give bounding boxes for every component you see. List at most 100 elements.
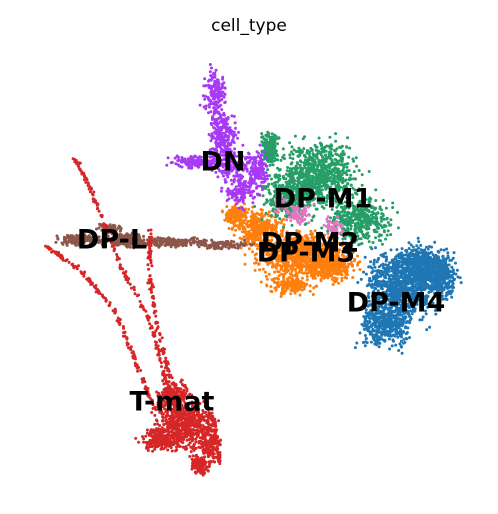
data-point bbox=[405, 248, 408, 252]
data-point bbox=[417, 298, 421, 302]
data-point bbox=[389, 317, 393, 321]
data-point bbox=[269, 285, 273, 288]
data-point bbox=[279, 221, 283, 225]
data-point bbox=[388, 347, 392, 351]
data-point bbox=[335, 279, 339, 283]
data-point bbox=[400, 274, 404, 278]
data-point bbox=[416, 236, 420, 240]
data-point bbox=[346, 162, 350, 166]
data-point bbox=[426, 305, 430, 309]
data-point bbox=[227, 227, 231, 230]
chart-title: cell_type bbox=[211, 16, 287, 36]
data-point bbox=[257, 213, 261, 216]
data-point bbox=[452, 251, 456, 255]
data-point bbox=[423, 283, 427, 287]
data-point bbox=[370, 332, 374, 336]
data-point bbox=[247, 207, 251, 211]
data-point bbox=[408, 318, 412, 322]
data-point bbox=[436, 267, 440, 271]
data-point bbox=[435, 280, 439, 284]
data-point bbox=[382, 217, 386, 221]
data-point bbox=[408, 336, 411, 340]
data-point bbox=[392, 339, 395, 343]
data-point bbox=[417, 255, 421, 259]
data-point bbox=[413, 309, 417, 313]
data-point bbox=[387, 266, 391, 270]
data-point bbox=[414, 248, 418, 252]
data-point bbox=[400, 345, 403, 349]
data-point bbox=[354, 156, 358, 160]
data-point bbox=[251, 222, 255, 226]
data-point bbox=[428, 300, 432, 304]
data-point bbox=[438, 281, 442, 285]
data-point bbox=[411, 294, 415, 298]
data-point bbox=[356, 261, 360, 265]
data-point bbox=[374, 199, 378, 202]
data-point bbox=[381, 290, 385, 294]
data-point bbox=[441, 282, 445, 285]
data-point bbox=[408, 321, 412, 325]
data-point bbox=[266, 220, 270, 224]
data-point bbox=[331, 283, 335, 286]
data-point bbox=[275, 285, 279, 289]
data-point bbox=[383, 281, 387, 285]
data-point bbox=[252, 230, 256, 234]
data-point bbox=[417, 283, 421, 287]
data-point bbox=[438, 293, 442, 297]
data-point bbox=[364, 272, 368, 276]
data-point bbox=[417, 273, 421, 277]
data-point bbox=[386, 221, 390, 224]
data-point bbox=[418, 263, 422, 266]
data-point bbox=[441, 255, 445, 259]
data-point bbox=[382, 229, 386, 233]
data-point bbox=[267, 272, 271, 276]
data-point bbox=[413, 294, 417, 298]
data-point bbox=[251, 233, 255, 237]
data-point bbox=[386, 317, 390, 321]
data-point bbox=[416, 265, 420, 269]
data-point bbox=[370, 294, 374, 298]
data-point bbox=[417, 240, 421, 244]
data-point bbox=[247, 236, 251, 240]
data-point bbox=[390, 258, 394, 262]
data-point bbox=[315, 152, 319, 156]
data-point bbox=[385, 233, 389, 237]
data-point bbox=[300, 276, 304, 280]
data-point bbox=[393, 322, 397, 326]
data-point bbox=[310, 157, 314, 161]
data-point bbox=[410, 257, 414, 261]
data-point bbox=[415, 244, 419, 248]
data-point bbox=[321, 274, 325, 278]
data-point bbox=[417, 246, 421, 250]
data-point bbox=[288, 167, 292, 171]
data-point bbox=[408, 315, 412, 319]
data-point bbox=[400, 265, 403, 269]
data-point bbox=[384, 237, 388, 241]
data-point bbox=[407, 299, 411, 303]
data-point bbox=[383, 339, 387, 343]
data-point bbox=[404, 285, 408, 289]
data-point bbox=[412, 307, 415, 311]
data-point bbox=[445, 263, 449, 267]
data-point bbox=[382, 324, 386, 328]
data-point bbox=[392, 333, 396, 337]
data-point bbox=[365, 284, 369, 288]
data-point bbox=[364, 300, 368, 304]
data-point bbox=[381, 198, 385, 202]
data-point bbox=[289, 292, 293, 296]
data-point bbox=[381, 263, 385, 267]
data-point bbox=[326, 276, 330, 280]
data-point bbox=[318, 271, 322, 275]
data-point bbox=[243, 253, 247, 257]
data-point bbox=[282, 274, 286, 278]
data-point bbox=[234, 217, 238, 221]
data-point bbox=[364, 308, 368, 312]
data-point bbox=[397, 261, 401, 265]
data-point bbox=[349, 173, 353, 177]
data-point bbox=[428, 276, 432, 280]
data-point bbox=[391, 287, 395, 291]
data-point bbox=[389, 274, 393, 277]
data-point bbox=[394, 343, 398, 347]
data-point bbox=[284, 268, 288, 272]
data-point bbox=[438, 299, 442, 303]
